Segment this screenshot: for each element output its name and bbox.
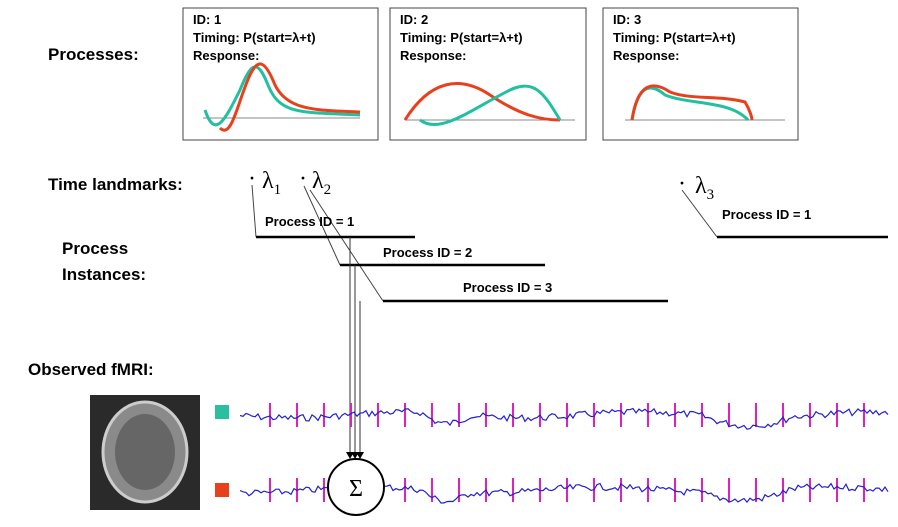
landmark-symbol: λ <box>695 173 707 199</box>
landmark-symbol: λ <box>262 168 274 194</box>
teal-marker <box>215 405 229 419</box>
processes-label: Processes: <box>48 45 139 64</box>
process-response: Response: <box>613 48 679 63</box>
process-id: ID: 2 <box>400 12 428 27</box>
process-box: ID: 3 Timing: P(start=λ+t) Response: <box>602 7 799 141</box>
process-box: ID: 2 Timing: P(start=λ+t) Response: <box>389 7 587 141</box>
landmark: λ1 <box>262 168 281 198</box>
landmark-index: 2 <box>324 182 332 198</box>
process-response: Response: <box>400 48 466 63</box>
landmarks-label: Time landmarks: <box>48 175 183 194</box>
process-id: ID: 1 <box>193 12 221 27</box>
connectors <box>251 184 718 302</box>
landmark-symbol: λ <box>312 168 324 194</box>
process-id: ID: 3 <box>613 12 641 27</box>
instances-label: Process <box>62 239 128 258</box>
landmark-index: 1 <box>274 182 282 198</box>
instance-label: Process ID = 1 <box>265 214 354 229</box>
landmark-index: 3 <box>707 187 715 203</box>
process-response: Response: <box>193 48 259 63</box>
instances-label: Instances: <box>62 265 146 284</box>
brain-image <box>115 414 175 490</box>
fmri-signals <box>239 403 889 504</box>
instance-label: Process ID = 2 <box>383 245 472 260</box>
landmark: · <box>299 166 307 192</box>
process-timing: Timing: P(start=λ+t) <box>193 30 316 45</box>
landmark: λ3 <box>695 173 714 203</box>
red-marker <box>215 483 229 497</box>
landmark: · <box>678 171 686 197</box>
fmri-trace <box>239 407 889 430</box>
landmark: · <box>248 166 256 192</box>
sum-symbol: Σ <box>349 476 363 502</box>
observed-label: Observed fMRI: <box>28 360 154 379</box>
landmark: λ2 <box>312 168 331 198</box>
process-box: ID: 1 Timing: P(start=λ+t) Response: <box>182 7 379 141</box>
sum-node <box>327 458 385 516</box>
process-timing: Timing: P(start=λ+t) <box>613 30 736 45</box>
instance-label: Process ID = 1 <box>722 207 811 222</box>
process-timing: Timing: P(start=λ+t) <box>400 30 523 45</box>
instance-label: Process ID = 3 <box>463 280 552 295</box>
